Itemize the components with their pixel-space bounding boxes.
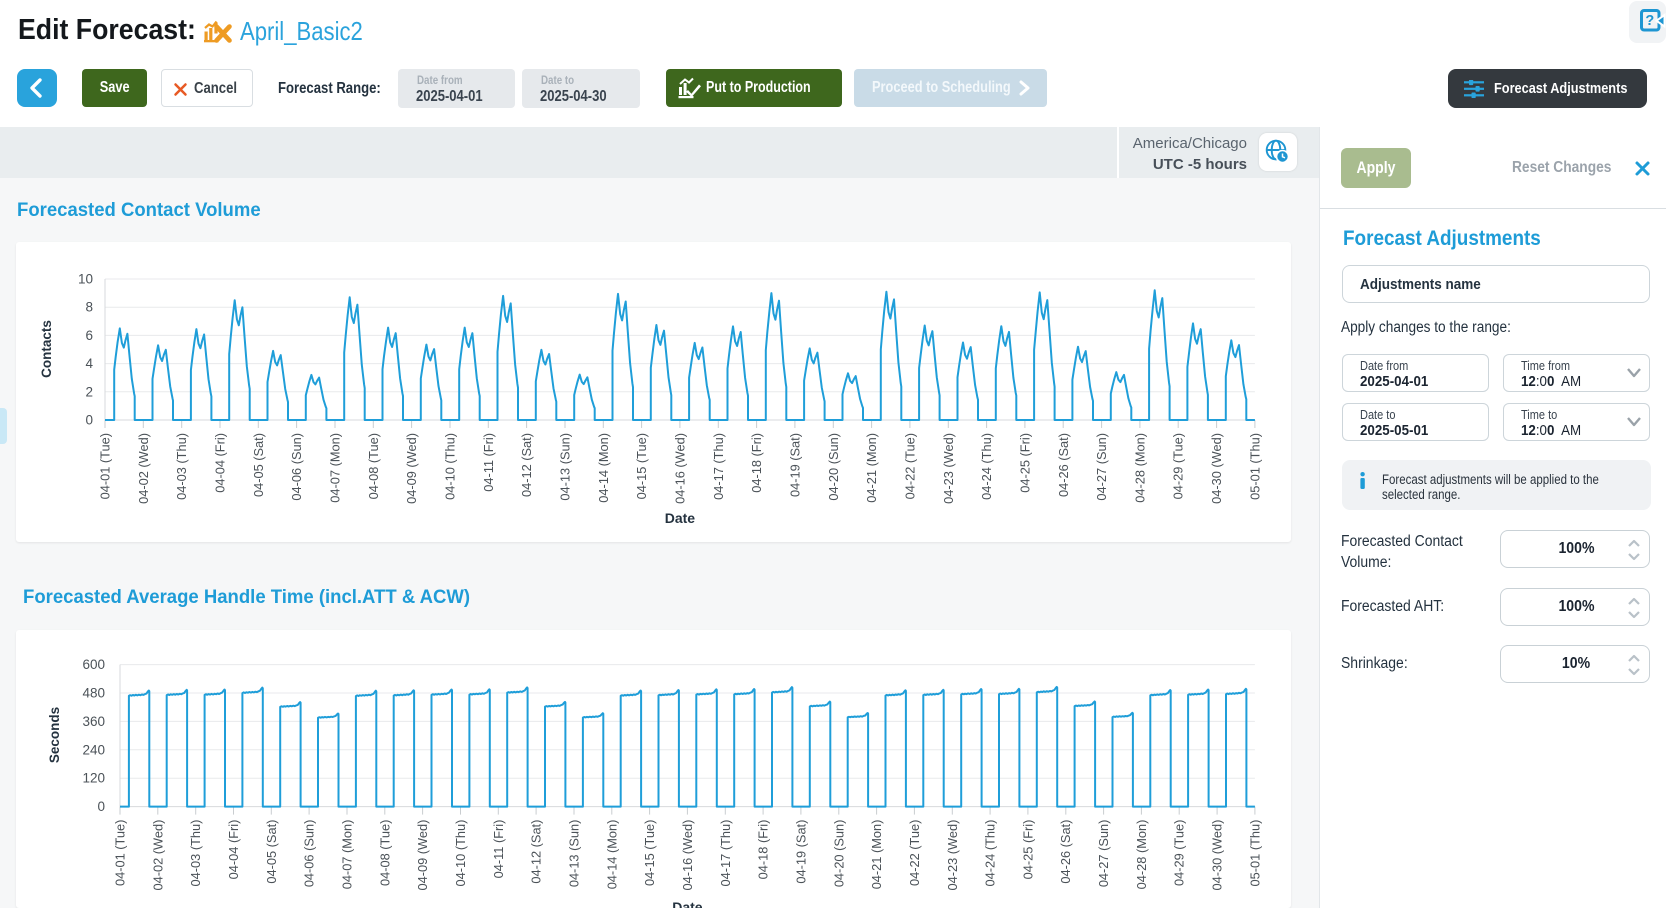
svg-text:04-28 (Mon): 04-28 (Mon) (1132, 433, 1147, 503)
svg-text:04-06 (Sun): 04-06 (Sun) (302, 820, 317, 888)
svg-text:04-09 (Wed): 04-09 (Wed) (415, 820, 430, 891)
svg-text:04-05 (Sat): 04-05 (Sat) (251, 433, 266, 497)
svg-text:04-18 (Fri): 04-18 (Fri) (749, 433, 764, 493)
svg-text:04-29 (Tue): 04-29 (Tue) (1171, 433, 1186, 499)
svg-text:04-09 (Wed): 04-09 (Wed) (404, 433, 419, 504)
svg-text:04-12 (Sat): 04-12 (Sat) (529, 820, 544, 884)
svg-text:04-25 (Fri): 04-25 (Fri) (1017, 433, 1032, 493)
svg-text:04-04 (Fri): 04-04 (Fri) (213, 433, 228, 493)
svg-text:04-20 (Sun): 04-20 (Sun) (831, 820, 846, 888)
svg-text:04-19 (Sat): 04-19 (Sat) (787, 433, 802, 497)
svg-text:04-14 (Mon): 04-14 (Mon) (596, 433, 611, 503)
svg-text:04-22 (Tue): 04-22 (Tue) (907, 820, 922, 886)
svg-text:0: 0 (97, 799, 105, 814)
svg-text:04-05 (Sat): 04-05 (Sat) (264, 820, 279, 884)
svg-text:6: 6 (85, 328, 93, 343)
svg-text:2: 2 (85, 384, 93, 399)
svg-text:04-08 (Tue): 04-08 (Tue) (377, 820, 392, 886)
svg-text:04-16 (Wed): 04-16 (Wed) (672, 433, 687, 504)
svg-text:04-03 (Thu): 04-03 (Thu) (188, 820, 203, 887)
svg-text:Contacts: Contacts (39, 320, 54, 378)
svg-text:Date: Date (665, 510, 696, 526)
svg-text:240: 240 (82, 742, 105, 757)
svg-text:4: 4 (85, 356, 93, 371)
svg-text:04-21 (Mon): 04-21 (Mon) (869, 820, 884, 890)
svg-text:Date: Date (672, 899, 703, 908)
svg-text:04-02 (Wed): 04-02 (Wed) (150, 820, 165, 891)
svg-text:04-25 (Fri): 04-25 (Fri) (1020, 820, 1035, 880)
svg-text:10: 10 (78, 272, 93, 287)
svg-text:Seconds: Seconds (47, 707, 62, 763)
svg-text:600: 600 (82, 657, 105, 672)
svg-text:04-28 (Mon): 04-28 (Mon) (1134, 820, 1149, 890)
svg-text:04-20 (Sun): 04-20 (Sun) (826, 433, 841, 501)
svg-text:04-24 (Thu): 04-24 (Thu) (983, 820, 998, 887)
svg-text:04-17 (Thu): 04-17 (Thu) (718, 820, 733, 887)
svg-text:04-03 (Thu): 04-03 (Thu) (174, 433, 189, 500)
svg-text:04-30 (Wed): 04-30 (Wed) (1210, 820, 1225, 891)
svg-text:04-10 (Thu): 04-10 (Thu) (453, 820, 468, 887)
svg-text:04-21 (Mon): 04-21 (Mon) (864, 433, 879, 503)
svg-text:04-01 (Tue): 04-01 (Tue) (113, 820, 128, 886)
svg-text:8: 8 (85, 300, 93, 315)
svg-text:480: 480 (82, 686, 105, 701)
svg-text:04-02 (Wed): 04-02 (Wed) (136, 433, 151, 504)
svg-text:04-07 (Mon): 04-07 (Mon) (340, 820, 355, 890)
svg-text:120: 120 (82, 771, 105, 786)
svg-text:04-14 (Mon): 04-14 (Mon) (604, 820, 619, 890)
svg-text:0: 0 (85, 413, 93, 428)
svg-text:04-15 (Tue): 04-15 (Tue) (642, 820, 657, 886)
svg-text:04-17 (Thu): 04-17 (Thu) (711, 433, 726, 500)
svg-text:04-29 (Tue): 04-29 (Tue) (1172, 820, 1187, 886)
svg-text:360: 360 (82, 714, 105, 729)
svg-text:05-01 (Thu): 05-01 (Thu) (1247, 433, 1262, 500)
svg-text:04-10 (Thu): 04-10 (Thu) (443, 433, 458, 500)
svg-text:04-23 (Wed): 04-23 (Wed) (941, 433, 956, 504)
svg-text:04-16 (Wed): 04-16 (Wed) (680, 820, 695, 891)
svg-text:?: ? (1645, 13, 1654, 29)
svg-text:05-01 (Thu): 05-01 (Thu) (1247, 820, 1262, 887)
svg-text:04-24 (Thu): 04-24 (Thu) (979, 433, 994, 500)
svg-text:04-27 (Sun): 04-27 (Sun) (1096, 820, 1111, 888)
svg-text:04-26 (Sat): 04-26 (Sat) (1058, 820, 1073, 884)
svg-text:04-15 (Tue): 04-15 (Tue) (634, 433, 649, 499)
svg-text:04-11 (Fri): 04-11 (Fri) (481, 433, 496, 492)
svg-text:04-27 (Sun): 04-27 (Sun) (1094, 433, 1109, 501)
svg-text:04-11 (Fri): 04-11 (Fri) (491, 820, 506, 879)
svg-text:04-12 (Sat): 04-12 (Sat) (519, 433, 534, 497)
svg-text:04-13 (Sun): 04-13 (Sun) (567, 820, 582, 888)
svg-text:04-26 (Sat): 04-26 (Sat) (1056, 433, 1071, 497)
svg-text:04-06 (Sun): 04-06 (Sun) (289, 433, 304, 501)
svg-text:04-19 (Sat): 04-19 (Sat) (793, 820, 808, 884)
svg-text:04-18 (Fri): 04-18 (Fri) (756, 820, 771, 880)
svg-text:04-01 (Tue): 04-01 (Tue) (98, 433, 113, 499)
svg-text:04-23 (Wed): 04-23 (Wed) (945, 820, 960, 891)
svg-text:04-07 (Mon): 04-07 (Mon) (328, 433, 343, 503)
svg-text:04-22 (Tue): 04-22 (Tue) (902, 433, 917, 499)
svg-text:04-13 (Sun): 04-13 (Sun) (558, 433, 573, 501)
svg-text:04-30 (Wed): 04-30 (Wed) (1209, 433, 1224, 504)
svg-text:04-08 (Tue): 04-08 (Tue) (366, 433, 381, 499)
svg-text:04-04 (Fri): 04-04 (Fri) (226, 820, 241, 880)
